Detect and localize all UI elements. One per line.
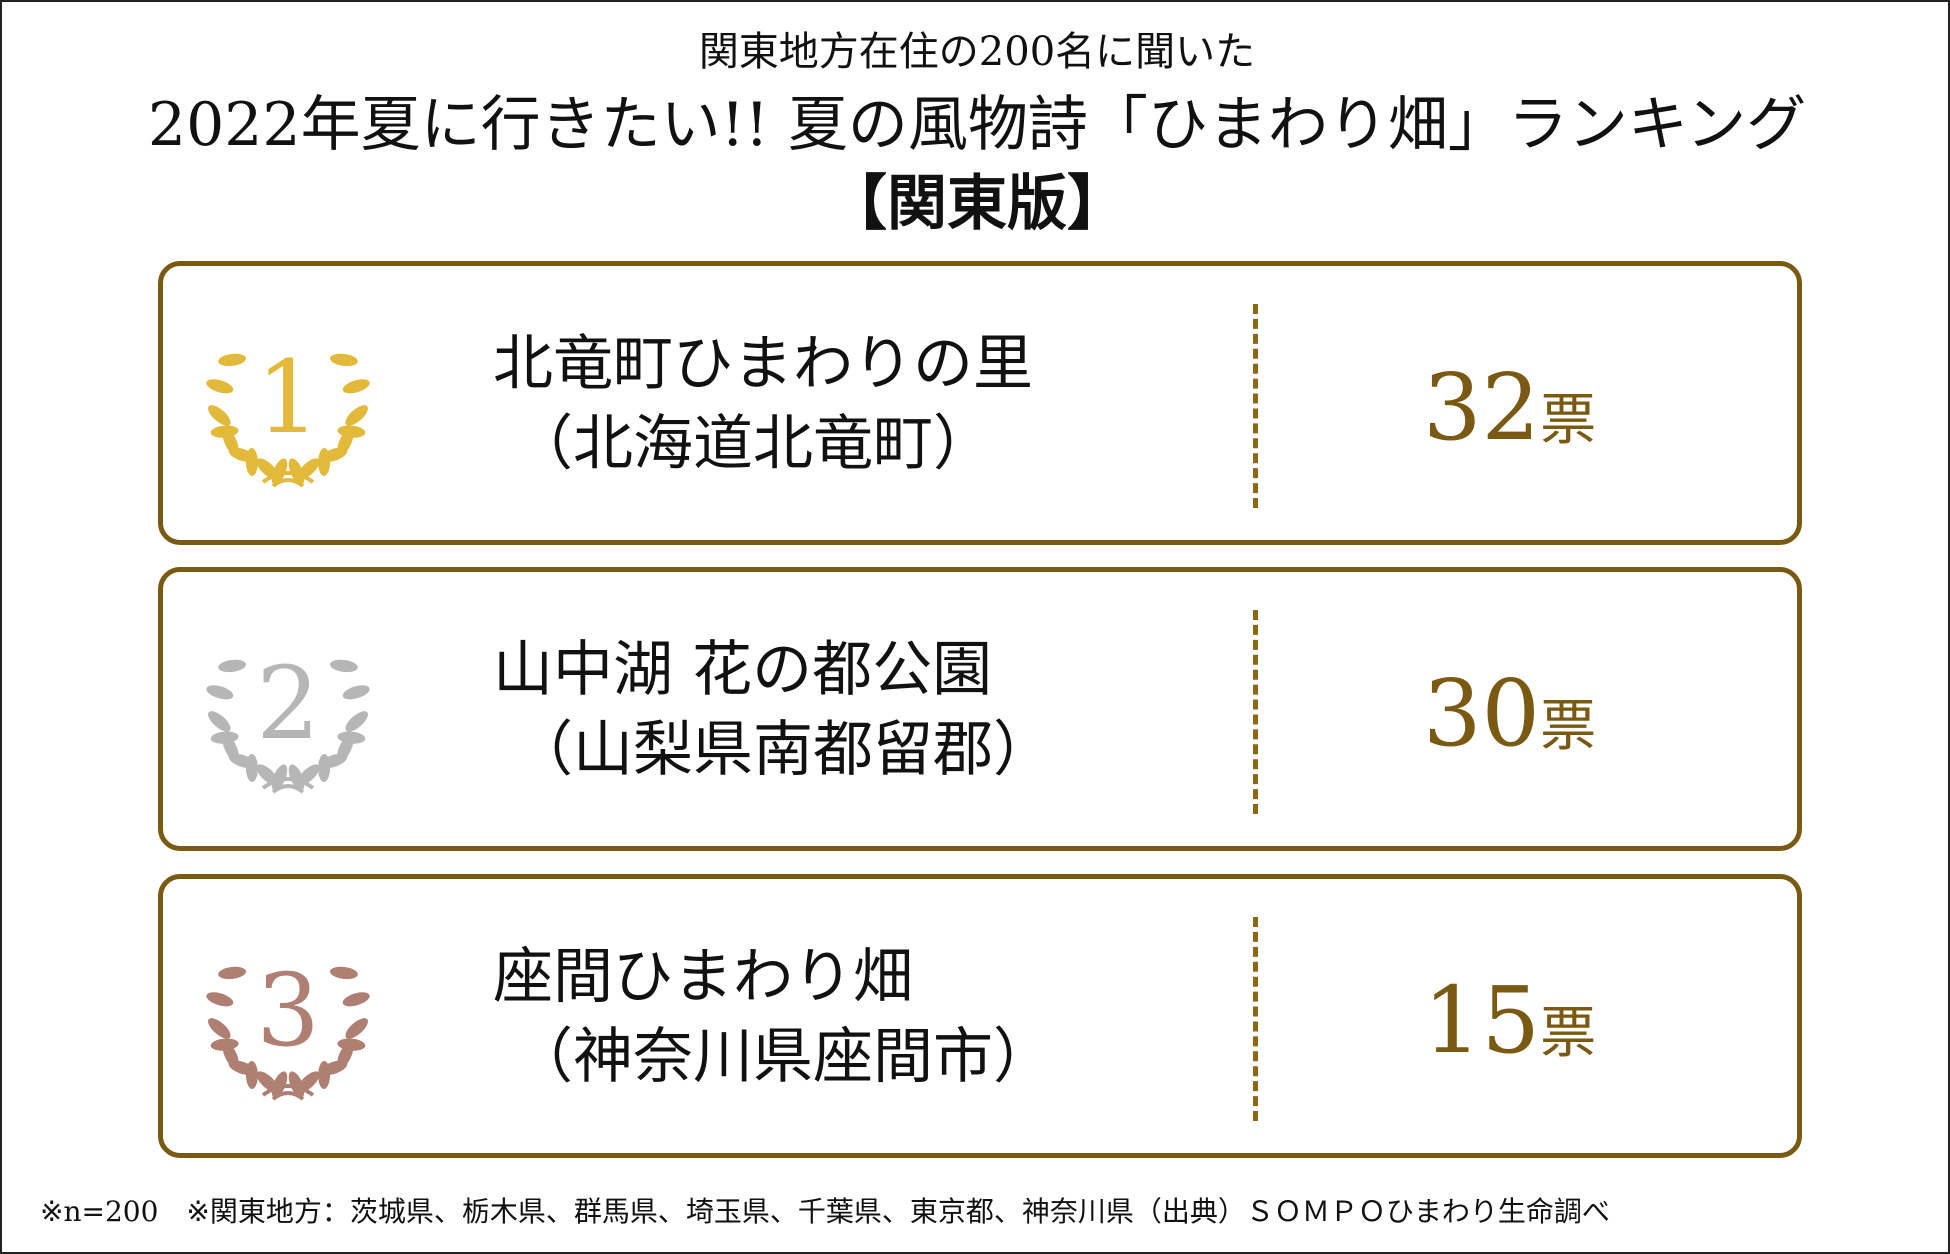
- place-name: 座間ひまわり畑: [493, 942, 913, 1012]
- place-location: （北海道北竜町）: [513, 409, 993, 479]
- laurel-leaf: [222, 735, 239, 762]
- laurel-wreath-gold-svg: 1: [206, 339, 370, 488]
- laurel-leaf: [245, 754, 258, 782]
- laurel-wreath-silver-icon: 2: [193, 620, 383, 805]
- laurel-leaf: [320, 753, 348, 769]
- laurel-ribbon: [261, 777, 315, 794]
- laurel-leaf: [222, 1042, 239, 1069]
- laurel-leaf: [206, 992, 234, 1007]
- laurel-ribbon: [261, 471, 315, 488]
- vote-count: 32票: [1423, 358, 1596, 458]
- laurel-leaf: [342, 379, 370, 394]
- vote-unit: 票: [1540, 388, 1597, 453]
- vote-number: 32: [1423, 354, 1541, 461]
- laurel-leaf: [345, 1018, 368, 1039]
- laurel-wreath-gold-icon: 1: [193, 314, 383, 499]
- place-location: （神奈川県座間市）: [513, 1022, 1053, 1092]
- vote-unit: 票: [1540, 1001, 1597, 1066]
- laurel-leaf: [245, 1061, 258, 1089]
- laurel-leaf: [271, 458, 288, 485]
- survey-subtitle: 関東地方在住の200名に聞いた: [698, 29, 1256, 75]
- laurel-leaf: [320, 447, 348, 463]
- laurel-leaf: [222, 429, 239, 456]
- laurel-leaf: [337, 425, 366, 438]
- place-location: （山梨県南都留郡）: [513, 715, 1053, 785]
- laurel-leaf: [218, 966, 247, 980]
- place-name: 山中湖 花の都公園: [493, 635, 993, 705]
- laurel-leaf: [345, 711, 368, 732]
- place-name: 北竜町ひまわりの里: [493, 329, 1033, 399]
- laurel-wreath-silver-svg: 2: [206, 645, 370, 794]
- dashed-divider: [1253, 917, 1258, 1121]
- laurel-leaf: [345, 405, 368, 426]
- vote-count: 30票: [1423, 664, 1596, 764]
- laurel-leaf: [206, 685, 234, 700]
- vote-number: 30: [1423, 660, 1541, 767]
- laurel-leaf: [245, 448, 258, 476]
- rank-number: 2: [256, 645, 320, 762]
- laurel-leaf: [337, 1038, 366, 1051]
- ranking-card-3: 3 座間ひまわり畑 （神奈川県座間市） 15票: [158, 874, 1802, 1158]
- laurel-leaf: [208, 1018, 231, 1039]
- laurel-leaf: [329, 353, 358, 367]
- vote-unit: 票: [1540, 694, 1597, 759]
- rank-number: 1: [256, 339, 320, 456]
- laurel-leaf: [218, 353, 247, 367]
- ranking-card-2: 2 山中湖 花の都公園 （山梨県南都留郡） 30票: [158, 567, 1802, 851]
- vote-count: 15票: [1423, 971, 1596, 1071]
- footnote: ※n=200 ※関東地方：茨城県、栃木県、群馬県、埼玉県、千葉県、東京都、神奈川…: [40, 1195, 1610, 1228]
- laurel-wreath-bronze-icon: 3: [193, 927, 383, 1112]
- laurel-leaf: [329, 659, 358, 673]
- laurel-leaf: [329, 966, 358, 980]
- laurel-leaf: [271, 764, 288, 791]
- vote-number: 15: [1423, 967, 1541, 1074]
- laurel-ribbon: [261, 1084, 315, 1101]
- laurel-leaf: [208, 405, 231, 426]
- laurel-leaf: [320, 1060, 348, 1076]
- laurel-leaf: [342, 992, 370, 1007]
- rank-number: 3: [256, 952, 320, 1069]
- laurel-leaf: [208, 711, 231, 732]
- ranking-card-1: 1 北竜町ひまわりの里 （北海道北竜町） 32票: [158, 261, 1802, 545]
- laurel-wreath-bronze-svg: 3: [206, 952, 370, 1101]
- dashed-divider: [1253, 610, 1258, 814]
- laurel-leaf: [342, 685, 370, 700]
- laurel-leaf: [271, 1071, 288, 1098]
- laurel-leaf: [206, 379, 234, 394]
- dashed-divider: [1253, 304, 1258, 508]
- laurel-leaf: [218, 659, 247, 673]
- laurel-leaf: [337, 731, 366, 744]
- ranking-title: 2022年夏に行きたい!! 夏の風物詩「ひまわり畑」ランキング: [147, 90, 1807, 160]
- edition-label: 【関東版】: [827, 169, 1127, 239]
